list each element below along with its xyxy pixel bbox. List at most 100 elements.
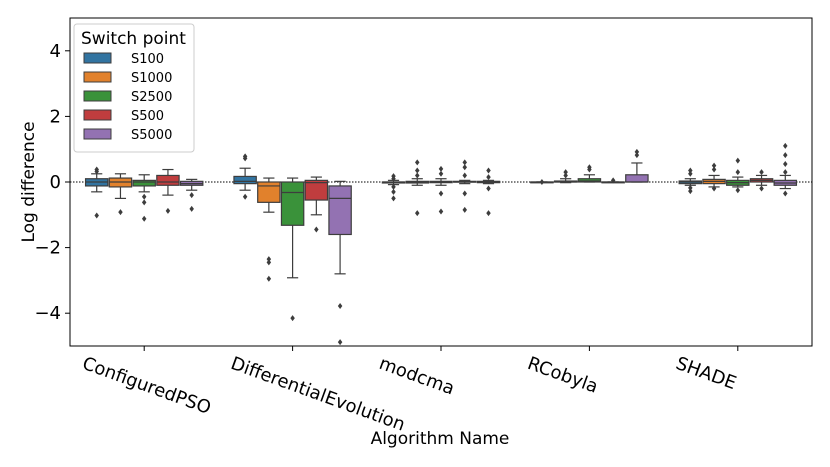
outlier-point (711, 166, 717, 173)
legend-swatch (83, 128, 112, 140)
outlier-point (634, 148, 640, 155)
outlier-point (735, 169, 741, 176)
box (156, 174, 180, 186)
outlier-point (486, 210, 491, 217)
x-tick-label: modcma (376, 353, 457, 400)
outlier-point (438, 208, 444, 215)
x-tick-label: RCobyla (525, 353, 601, 398)
outlier-point (94, 168, 99, 175)
series-S5000 (179, 142, 798, 346)
outlier-point (438, 165, 444, 172)
box (328, 185, 352, 236)
outlier-point (688, 184, 693, 191)
outlier-point (118, 209, 123, 216)
outlier-point (94, 212, 99, 219)
outlier-point (141, 199, 147, 206)
outlier-point (783, 142, 788, 149)
outlier-point (563, 169, 568, 176)
legend-entry: S1000 (131, 71, 172, 86)
legend-title: Switch point (81, 29, 186, 49)
outlier-point (539, 179, 545, 185)
box (132, 179, 156, 187)
legend-swatch (83, 71, 112, 83)
outlier-point (486, 185, 491, 192)
outlier-point (438, 190, 444, 197)
outlier-point (189, 192, 194, 199)
series-S100 (84, 153, 703, 219)
outlier-point (783, 169, 788, 176)
outlier-point (711, 162, 717, 169)
outlier-point (337, 302, 343, 309)
series-S2500 (132, 157, 750, 322)
outlier-point (486, 174, 491, 181)
y-axis-label: Log difference (19, 121, 39, 242)
outlier-point (688, 188, 693, 195)
outlier-point (462, 206, 467, 213)
outlier-point (141, 193, 147, 200)
outlier-point (688, 170, 693, 177)
outlier-point (759, 185, 764, 192)
legend-swatch (83, 109, 112, 121)
y-tick-label: −2 (34, 238, 61, 259)
outlier-point (587, 166, 592, 173)
legend-entry: S5000 (131, 128, 172, 143)
outlier-point (783, 160, 788, 167)
outlier-point (438, 170, 444, 177)
outlier-point (415, 159, 420, 166)
outlier-point (486, 167, 491, 174)
outlier-point (415, 167, 420, 174)
outlier-point (783, 190, 788, 197)
legend-swatch (83, 90, 112, 102)
outlier-point (610, 177, 616, 184)
series-S500 (156, 159, 774, 233)
outlier-point (462, 172, 467, 179)
outlier-point (266, 259, 272, 266)
box (625, 174, 649, 183)
outlier-point (165, 207, 171, 214)
outlier-point (462, 190, 467, 197)
outlier-point (189, 205, 194, 212)
outlier-point (391, 183, 396, 190)
x-axis-label: Algorithm Name (371, 429, 510, 449)
outlier-point (266, 275, 272, 282)
x-tick-label: ConfiguredPSO (79, 353, 213, 419)
outlier-point (141, 215, 147, 222)
outlier-point (242, 193, 248, 200)
x-tick-label: SHADE (673, 353, 739, 394)
legend-entry: S2500 (131, 90, 172, 105)
outlier-point (391, 195, 396, 202)
outlier-point (314, 226, 319, 233)
outlier-point (735, 187, 741, 194)
outlier-point (290, 315, 295, 322)
box (257, 181, 281, 203)
outlier-point (415, 172, 420, 179)
outlier-point (688, 167, 693, 174)
y-tick-label: 2 (50, 106, 61, 127)
outlier-point (462, 159, 467, 166)
outlier-point (759, 169, 764, 176)
box (577, 178, 602, 183)
outlier-point (735, 157, 741, 164)
outlier-point (563, 172, 568, 179)
outlier-point (242, 155, 248, 162)
outlier-point (634, 152, 640, 159)
y-tick-label: 0 (50, 172, 61, 193)
outlier-point (783, 152, 788, 159)
legend-entry: S100 (131, 52, 164, 67)
outlier-point (391, 175, 396, 182)
y-axis: −4 −2 0 2 4 (34, 41, 70, 324)
legend: Switch point S100 S1000 S2500 S500 S5000 (73, 23, 195, 153)
y-tick-label: 4 (50, 41, 61, 62)
outlier-point (391, 188, 396, 195)
box (304, 179, 329, 201)
box (233, 175, 257, 185)
x-axis: ConfiguredPSO DifferentialEvolutionmodcma… (79, 346, 739, 436)
plot-content (70, 142, 812, 346)
series-S1000 (108, 159, 726, 282)
outlier-point (711, 185, 717, 192)
legend-swatch (83, 52, 112, 64)
outlier-point (337, 339, 343, 346)
box (280, 181, 305, 226)
outlier-point (415, 210, 420, 217)
